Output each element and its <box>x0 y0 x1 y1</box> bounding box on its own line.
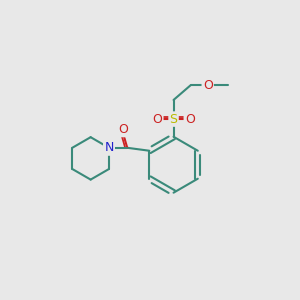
Text: O: O <box>203 79 213 92</box>
Text: O: O <box>152 112 162 126</box>
Text: N: N <box>104 141 114 154</box>
Text: O: O <box>118 123 128 136</box>
Text: S: S <box>169 112 178 126</box>
Text: O: O <box>185 112 195 126</box>
Text: N: N <box>104 141 114 154</box>
